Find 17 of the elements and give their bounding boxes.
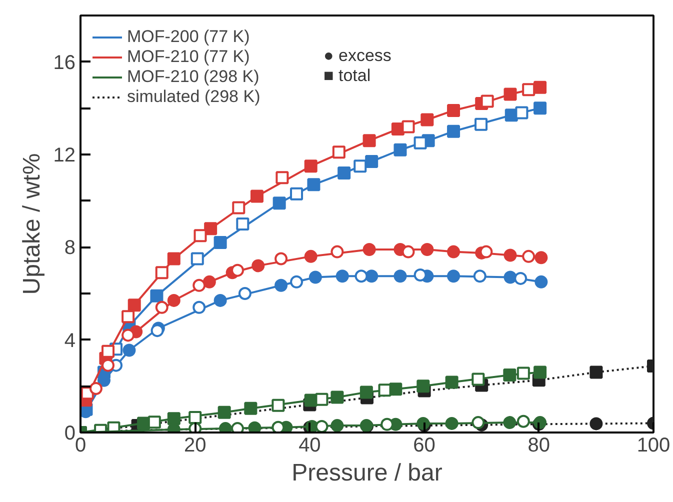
x-axis-title: Pressure / bar — [292, 460, 442, 486]
x-tick-label: 40 — [298, 434, 321, 456]
y-axis-title: Uptake / wt% — [18, 153, 46, 295]
x-tick-label: 80 — [528, 434, 550, 456]
x-tick-label: 20 — [184, 434, 206, 456]
legend-label: MOF-210 (298 K) — [127, 67, 260, 87]
legend-label: MOF-200 (77 K) — [127, 27, 250, 47]
annotation: ● excess — [324, 46, 392, 65]
legend-label: simulated (298 K) — [127, 87, 260, 107]
y-tick-label: 4 — [64, 330, 76, 352]
y-tick-label: 8 — [64, 237, 76, 260]
annotation: ■ total — [324, 66, 371, 85]
x-tick-label: 60 — [413, 434, 436, 456]
y-tick-label: 16 — [53, 52, 76, 74]
legend-label: MOF-210 (77 K) — [127, 47, 250, 67]
x-tick-label: 100 — [636, 434, 670, 456]
y-tick-label: 12 — [53, 144, 76, 166]
